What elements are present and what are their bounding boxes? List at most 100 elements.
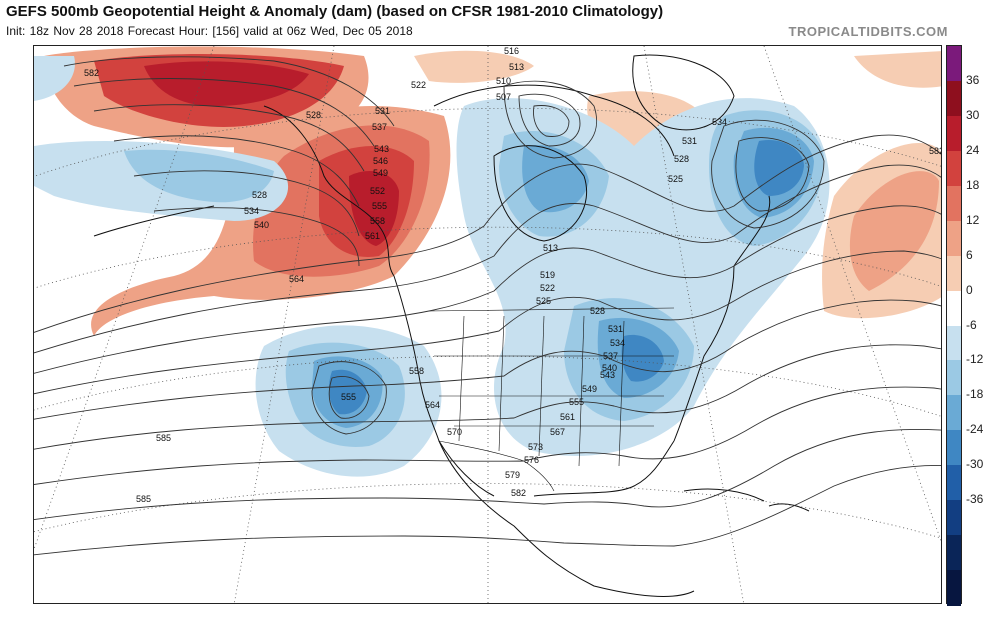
anomaly-negative-bering-core: [124, 149, 274, 203]
coast-hispaniola: [768, 503, 810, 512]
colorbar-tick-label: -12: [966, 352, 984, 367]
colorbar-segment: [947, 290, 961, 326]
contour-label: 579: [505, 470, 520, 480]
colorbar-tick-label: 18: [966, 177, 980, 192]
colorbar-tick-label: 0: [966, 282, 973, 297]
contour-label: 561: [560, 412, 575, 422]
contour-label: 567: [550, 427, 565, 437]
map-title: GEFS 500mb Geopotential Height & Anomaly…: [6, 3, 664, 20]
contour-label: 570: [447, 427, 462, 437]
colorbar-tick-label: -36: [966, 492, 984, 507]
contour-label: 510: [496, 76, 511, 86]
contour-label: 537: [372, 122, 387, 132]
anomaly-colorbar: [946, 45, 962, 606]
coast-hudson: [493, 145, 588, 242]
coast-arctic: [433, 84, 675, 157]
colorbar-tick-label: -6: [966, 317, 977, 332]
contour-label: 582: [511, 488, 526, 498]
colorbar-segment: [947, 220, 961, 257]
contour-label: 531: [682, 136, 697, 146]
coast-mexico: [438, 440, 695, 597]
contour-label: 516: [504, 46, 519, 56]
anomaly-positive-north-top: [414, 50, 534, 83]
colorbar-segment: [947, 535, 961, 571]
contour-label: 543: [600, 370, 615, 380]
contour-label: 558: [409, 366, 424, 376]
contour-label: 531: [375, 106, 390, 116]
anomaly-positive-gulf-alaska-peak: [144, 61, 309, 106]
colorbar-segment: [947, 80, 961, 117]
contour-label: 540: [602, 363, 617, 373]
coast-alaska: [263, 105, 395, 277]
contour-label: 555: [372, 201, 387, 211]
map-panel: 582 522 516 513 510 507 531 534 528 525 …: [33, 45, 942, 604]
colorbar-segment: [947, 150, 961, 187]
colorbar-tick-label: 30: [966, 107, 980, 122]
border-us-canada: [428, 307, 675, 312]
contour-label: 555: [341, 392, 356, 402]
colorbar-segment: [947, 430, 961, 466]
colorbar-segment: [947, 360, 961, 396]
contour-label: 522: [411, 80, 426, 90]
colorbar-segment: [947, 465, 961, 501]
coast-greenland: [632, 54, 735, 131]
colorbar-segment: [947, 570, 961, 606]
colorbar-segment: [947, 46, 961, 82]
contour-label: 528: [306, 110, 321, 120]
contour-label: 585: [136, 494, 151, 504]
political-boundaries: [428, 307, 675, 492]
colorbar-tick-label: -18: [966, 387, 984, 402]
colorbar-tick-label: 24: [966, 142, 980, 157]
contour-label: 543: [374, 144, 389, 154]
contour-label: 552: [370, 186, 385, 196]
contour-label: 522: [540, 283, 555, 293]
contour-label: 585: [156, 433, 171, 443]
map-subtitle: Init: 18z Nov 28 2018 Forecast Hour: [15…: [6, 24, 413, 38]
contour-label: 531: [608, 324, 623, 334]
colorbar-tick-label: 36: [966, 72, 980, 87]
contour-label: 507: [496, 92, 511, 102]
contour-label: 513: [543, 243, 558, 253]
contour-label: 528: [674, 154, 689, 164]
contour-label: 528: [590, 306, 605, 316]
colorbar-segment: [947, 395, 961, 431]
anomaly-positive-atlantic-core: [849, 171, 939, 291]
coast-west-na: [393, 275, 495, 497]
contour-label: 564: [289, 274, 304, 284]
colorbar-tick-label: -24: [966, 422, 984, 437]
colorbar-segment: [947, 255, 961, 292]
contour-label: 555: [569, 397, 584, 407]
contour-label: 549: [582, 384, 597, 394]
coast-aleutians: [93, 205, 215, 237]
anomaly-positive-ne-corner: [854, 51, 941, 88]
contour-label: 525: [668, 174, 683, 184]
anomaly-negative-northeast-us-peak: [621, 334, 664, 382]
contour-label: 558: [370, 216, 385, 226]
height-contours: [34, 56, 941, 556]
colorbar-tick-label: 12: [966, 212, 980, 227]
anomaly-positive-bc-peak: [349, 171, 399, 246]
contour-label: 540: [254, 220, 269, 230]
contour-label: 513: [509, 62, 524, 72]
contour-label: 573: [528, 442, 543, 452]
contour-label: 582: [929, 146, 942, 156]
colorbar-segment: [947, 115, 961, 152]
contour-label: 546: [373, 156, 388, 166]
anomaly-shading: [34, 46, 941, 477]
contour-label: 576: [524, 455, 539, 465]
contour-label: 534: [610, 338, 625, 348]
colorbar-segment: [947, 325, 961, 361]
colorbar-segment: [947, 500, 961, 536]
anomaly-negative-nw-corner: [34, 56, 75, 101]
contour-label: 528: [252, 190, 267, 200]
colorbar-tick-label: -30: [966, 457, 984, 472]
contour-label: 534: [712, 117, 727, 127]
contour-label: 561: [365, 231, 380, 241]
contour-label: 549: [373, 168, 388, 178]
site-credit: TROPICALTIDBITS.COM: [788, 24, 948, 39]
contour-label: 582: [84, 68, 99, 78]
contour-label: 534: [244, 206, 259, 216]
contour-labels: 582 522 516 513 510 507 531 534 528 525 …: [84, 46, 942, 504]
map-canvas: 582 522 516 513 510 507 531 534 528 525 …: [34, 46, 942, 603]
contour-label: 537: [603, 351, 618, 361]
